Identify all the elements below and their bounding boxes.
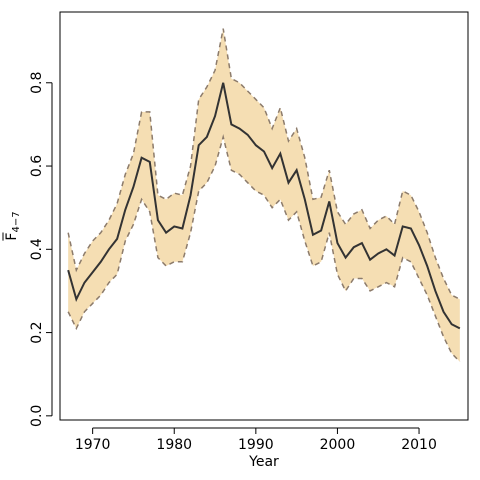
y-tick-label: 0.4 <box>29 238 45 260</box>
axes: 1970 1980 1990 2000 2010 0.0 0.2 0.4 0.6 0.8 <box>29 72 437 453</box>
y-tick-label: 0.6 <box>29 155 45 177</box>
mean-series <box>67 82 461 330</box>
y-axis-label-main: F <box>4 233 20 241</box>
x-tick-label: 1980 <box>156 437 192 453</box>
x-tick-label: 1990 <box>238 437 274 453</box>
x-tick-label: 2000 <box>320 437 356 453</box>
svg-text:F4−7: F4−7 <box>4 211 22 240</box>
y-axis-label-subscript: 4−7 <box>11 211 22 232</box>
x-tick-label: 1970 <box>75 437 111 453</box>
confidence-band <box>67 28 461 363</box>
plot-frame <box>59 11 469 421</box>
y-axis-label: F4−7 <box>2 211 22 241</box>
y-tick-label: 0.2 <box>29 321 45 343</box>
mean-line <box>67 82 461 330</box>
lower-bound-line <box>67 133 461 363</box>
x-axis-label: Year <box>248 454 279 470</box>
y-tick-label: 0.0 <box>29 405 45 427</box>
y-tick-label: 0.8 <box>29 72 45 94</box>
x-tick-label: 2010 <box>401 437 437 453</box>
